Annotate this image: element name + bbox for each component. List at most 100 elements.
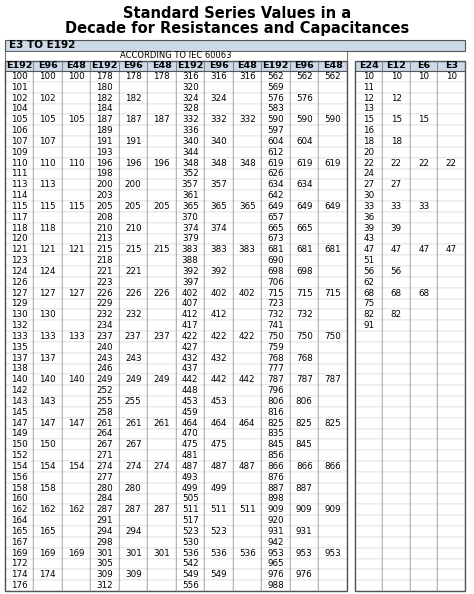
FancyBboxPatch shape [410, 71, 438, 82]
Text: E192: E192 [91, 62, 118, 71]
FancyBboxPatch shape [204, 114, 233, 125]
FancyBboxPatch shape [176, 428, 204, 440]
FancyBboxPatch shape [262, 407, 290, 418]
Text: 117: 117 [11, 213, 27, 222]
Text: 215: 215 [96, 245, 113, 254]
Text: E192: E192 [177, 62, 203, 71]
Text: 298: 298 [96, 538, 113, 546]
FancyBboxPatch shape [5, 201, 34, 212]
FancyBboxPatch shape [119, 212, 147, 223]
FancyBboxPatch shape [5, 428, 34, 440]
FancyBboxPatch shape [5, 374, 34, 385]
FancyBboxPatch shape [319, 374, 347, 385]
Text: 583: 583 [267, 105, 284, 113]
FancyBboxPatch shape [91, 353, 119, 364]
Text: 287: 287 [154, 505, 170, 514]
FancyBboxPatch shape [147, 385, 176, 396]
FancyBboxPatch shape [383, 147, 410, 157]
FancyBboxPatch shape [62, 428, 91, 440]
FancyBboxPatch shape [355, 244, 383, 255]
FancyBboxPatch shape [176, 157, 204, 169]
FancyBboxPatch shape [438, 428, 465, 440]
FancyBboxPatch shape [262, 255, 290, 266]
FancyBboxPatch shape [34, 277, 62, 287]
FancyBboxPatch shape [91, 331, 119, 342]
Text: 332: 332 [210, 115, 227, 124]
Text: 120: 120 [11, 235, 27, 244]
Text: 681: 681 [267, 245, 284, 254]
FancyBboxPatch shape [91, 233, 119, 244]
Text: 27: 27 [363, 180, 374, 189]
Text: 698: 698 [296, 267, 312, 276]
Text: 187: 187 [96, 115, 113, 124]
FancyBboxPatch shape [383, 125, 410, 136]
FancyBboxPatch shape [62, 244, 91, 255]
Text: 258: 258 [96, 407, 113, 417]
FancyBboxPatch shape [438, 201, 465, 212]
FancyBboxPatch shape [91, 472, 119, 483]
FancyBboxPatch shape [262, 103, 290, 114]
Text: 427: 427 [182, 343, 199, 352]
FancyBboxPatch shape [410, 504, 438, 515]
Text: 590: 590 [267, 115, 284, 124]
Text: 208: 208 [96, 213, 113, 222]
Text: 590: 590 [324, 115, 341, 124]
FancyBboxPatch shape [438, 353, 465, 364]
Text: 27: 27 [391, 180, 402, 189]
FancyBboxPatch shape [262, 309, 290, 320]
FancyBboxPatch shape [91, 212, 119, 223]
FancyBboxPatch shape [262, 461, 290, 472]
Text: E96: E96 [294, 62, 314, 71]
FancyBboxPatch shape [204, 569, 233, 580]
Text: 226: 226 [154, 289, 170, 298]
FancyBboxPatch shape [383, 157, 410, 169]
FancyBboxPatch shape [319, 320, 347, 331]
FancyBboxPatch shape [233, 277, 262, 287]
FancyBboxPatch shape [262, 244, 290, 255]
FancyBboxPatch shape [233, 255, 262, 266]
FancyBboxPatch shape [355, 526, 383, 537]
FancyBboxPatch shape [147, 244, 176, 255]
FancyBboxPatch shape [176, 114, 204, 125]
FancyBboxPatch shape [147, 320, 176, 331]
FancyBboxPatch shape [91, 385, 119, 396]
FancyBboxPatch shape [438, 233, 465, 244]
FancyBboxPatch shape [438, 114, 465, 125]
FancyBboxPatch shape [176, 169, 204, 179]
FancyBboxPatch shape [34, 418, 62, 428]
FancyBboxPatch shape [147, 494, 176, 504]
FancyBboxPatch shape [34, 190, 62, 201]
FancyBboxPatch shape [319, 450, 347, 461]
FancyBboxPatch shape [176, 526, 204, 537]
Text: 200: 200 [125, 180, 142, 189]
Text: 261: 261 [125, 419, 142, 428]
FancyBboxPatch shape [119, 374, 147, 385]
Text: 953: 953 [267, 549, 284, 558]
FancyBboxPatch shape [355, 266, 383, 277]
Text: 140: 140 [39, 375, 56, 384]
FancyBboxPatch shape [62, 103, 91, 114]
FancyBboxPatch shape [438, 266, 465, 277]
FancyBboxPatch shape [91, 558, 119, 569]
Text: 43: 43 [363, 235, 374, 244]
FancyBboxPatch shape [91, 82, 119, 93]
Text: 562: 562 [296, 72, 312, 81]
FancyBboxPatch shape [34, 407, 62, 418]
Text: 196: 196 [97, 159, 113, 168]
Text: 517: 517 [182, 516, 199, 525]
FancyBboxPatch shape [91, 418, 119, 428]
FancyBboxPatch shape [319, 385, 347, 396]
FancyBboxPatch shape [176, 223, 204, 233]
FancyBboxPatch shape [176, 244, 204, 255]
FancyBboxPatch shape [355, 82, 383, 93]
FancyBboxPatch shape [34, 450, 62, 461]
FancyBboxPatch shape [410, 190, 438, 201]
FancyBboxPatch shape [355, 418, 383, 428]
Text: 22: 22 [363, 159, 374, 168]
FancyBboxPatch shape [204, 266, 233, 277]
FancyBboxPatch shape [62, 169, 91, 179]
FancyBboxPatch shape [119, 61, 147, 71]
FancyBboxPatch shape [319, 504, 347, 515]
FancyBboxPatch shape [290, 385, 319, 396]
FancyBboxPatch shape [290, 548, 319, 558]
